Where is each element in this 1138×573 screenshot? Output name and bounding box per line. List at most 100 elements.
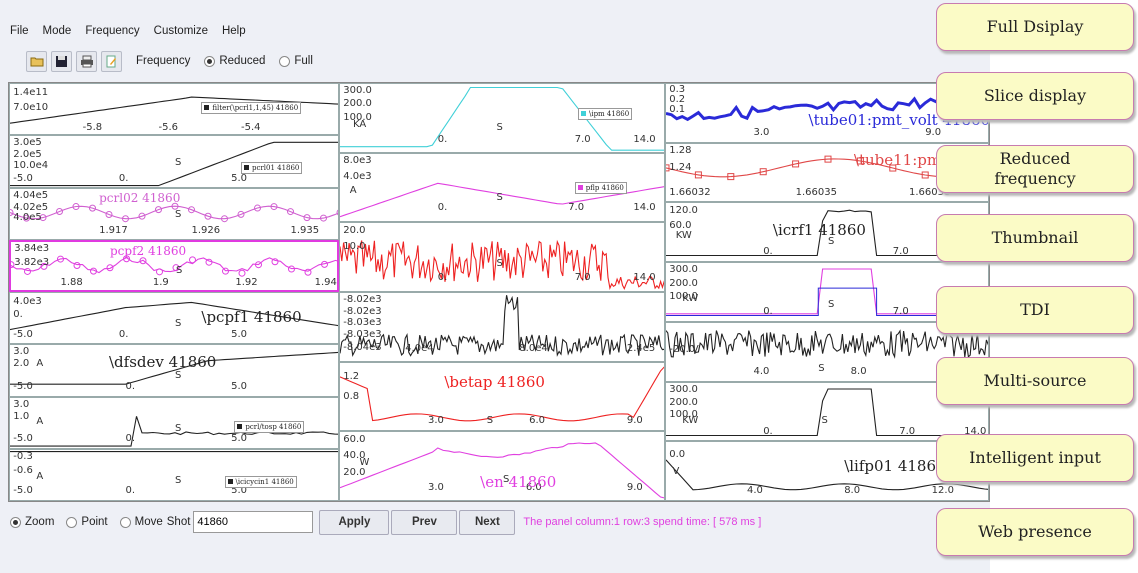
axis-tick-label: 300.0 xyxy=(669,264,698,276)
signal-panel[interactable]: -0.3 -0.6 -5.0 0. S 5.0 A \icicycin1 41860 xyxy=(9,448,339,501)
frequency-reduced-radio[interactable]: Reduced xyxy=(204,55,265,67)
waveform-plot xyxy=(10,352,338,386)
axis-tick-label: 40.0 xyxy=(343,449,366,461)
zoom-mode-radio[interactable]: Zoom xyxy=(10,516,54,528)
menu-file[interactable]: File xyxy=(10,25,29,37)
data-point-marker xyxy=(759,167,767,175)
data-point-marker xyxy=(205,258,213,266)
open-button[interactable] xyxy=(26,50,47,72)
axis-tick-label: 0. xyxy=(437,272,448,284)
axis-tick-label: 1.88 xyxy=(60,277,83,289)
signal-panel[interactable]: 60.0 40.0 20.0 3.0 6.0 9.0 S W \en 41860 xyxy=(339,431,665,501)
axis-tick-label: 8.0 xyxy=(850,365,867,377)
axis-tick-label: -0.3 xyxy=(13,450,33,462)
axis-tick-label: -0.6 xyxy=(13,465,33,477)
feature-callout-box: Slice display xyxy=(936,72,1134,120)
signal-trace xyxy=(10,301,338,331)
data-point-marker xyxy=(824,155,832,163)
signal-title: \tube11:pmt xyxy=(853,150,948,169)
data-point-marker xyxy=(188,205,195,213)
axis-tick-label: 2.0 xyxy=(13,358,30,370)
axis-tick-label: 8.0e4 xyxy=(519,343,548,355)
waveform-plot xyxy=(10,142,338,187)
axis-tick-label: 1.94 xyxy=(314,277,337,289)
signal-panel[interactable]: 0.0 V 4.0 8.0 12.0 \lifp01 4186 xyxy=(665,441,989,501)
legend-swatch xyxy=(237,424,243,429)
axis-tick-label: 4.0e3 xyxy=(13,295,42,307)
radio-dot xyxy=(66,516,78,528)
menu-mode[interactable]: Mode xyxy=(42,25,72,37)
waveform-plot xyxy=(10,415,338,447)
axis-tick-label: 300.0 xyxy=(669,383,698,395)
waveform-plot xyxy=(666,329,988,359)
data-point-marker xyxy=(666,164,670,172)
axis-tick-label: 6.0 xyxy=(529,414,545,426)
signal-trace xyxy=(10,352,338,386)
prev-button[interactable]: Prev xyxy=(391,509,458,535)
axis-tick-label: 100.0 xyxy=(669,409,698,421)
data-point-marker xyxy=(39,213,47,221)
signal-panel[interactable]: 1.28 1.24 1.66032 1.66035 1.66038 \tube11:pmt xyxy=(665,142,989,203)
signal-panel[interactable]: 300.0 200.0 100.0 KW 0. S 7.0 xyxy=(665,262,989,322)
signal-panel[interactable]: 120.0 60.0 KW 0. S 7.0 \icrf1 41860 xyxy=(665,202,989,263)
axis-tick-label: S xyxy=(175,422,182,434)
menu-customize[interactable]: Customize xyxy=(153,25,208,37)
axis-tick-label: 4.0 xyxy=(747,485,763,497)
move-mode-radio[interactable]: Move xyxy=(119,516,163,528)
menu-frequency[interactable]: Frequency xyxy=(85,25,140,37)
signal-trace xyxy=(666,459,988,491)
axis-tick-label: S xyxy=(828,236,835,248)
print-button[interactable] xyxy=(76,50,97,72)
signal-panel[interactable]: 20.0 10.0 0. S 7.0 14.0 xyxy=(339,222,665,292)
shot-number-input[interactable] xyxy=(193,511,314,533)
waveform-plot xyxy=(340,182,664,217)
axis-tick-label: V xyxy=(691,343,699,355)
signal-panel[interactable]: 0.3 0.2 0.1 3.0 9.0 \tube01:pmt_volt 41860 xyxy=(665,83,989,143)
next-button[interactable]: Next xyxy=(459,509,516,535)
frequency-full-radio[interactable]: Full xyxy=(279,55,313,67)
waveform-plot xyxy=(10,450,338,452)
edit-page-icon xyxy=(106,55,116,67)
data-point-marker xyxy=(321,260,328,268)
signal-panel[interactable]: -8.02e3 -8.02e3 -8.03e3 -8.03e3 -8.04e3 4.0e4… xyxy=(339,292,665,362)
axis-tick-label: -8.03e3 xyxy=(343,316,382,328)
axis-tick-label: 1.66038 xyxy=(909,186,951,198)
data-point-marker xyxy=(336,209,338,215)
axis-tick-label: KW xyxy=(682,415,699,427)
signal-panel[interactable]: 1.4e11 7.0e10 -5.8 -5.6 -5.4 filter(\pcrl1,1,… xyxy=(9,83,339,136)
signal-panel[interactable]: 8.0e3 4.0e3 A 0. S 7.0 14.0 pflp 41860 xyxy=(339,152,665,223)
axis-tick-label: 4.0e4 xyxy=(405,343,434,355)
bottom-control-bar: Zoom Point Move Shot Apply Prev Next The… xyxy=(0,508,990,536)
signal-panel[interactable]: 3.0e5 2.0e5 10.0e4 -5.0 0. S 5.0 pcrl01 41860 xyxy=(9,135,339,188)
edit-button[interactable] xyxy=(101,50,122,72)
signal-panel[interactable]: 3.0 2.0 -5.0 0. 5.0 S A \dfsdev 41860 xyxy=(9,344,339,397)
feature-callout-box: Full Dsiplay xyxy=(936,3,1134,51)
axis-tick-label: 20.0 xyxy=(343,467,366,479)
axis-tick-label: 1.28 xyxy=(669,144,692,156)
radio-dot xyxy=(204,55,216,67)
axis-tick-label: 0. xyxy=(13,308,23,320)
axis-tick-label: 1.926 xyxy=(191,225,221,237)
signal-panel[interactable]: 1.2 0.8 3.0 S 6.0 9.0 \betap 41860 xyxy=(339,361,665,432)
signal-panel[interactable]: 300.0 200.0 100.0 KA 0. S 7.0 14.0 \ipm 41860 xyxy=(339,83,665,153)
signal-title: \betap 41860 xyxy=(444,373,545,392)
save-button[interactable] xyxy=(51,50,72,72)
data-point-marker xyxy=(921,171,929,179)
signal-title: \en 41860 xyxy=(480,472,557,491)
signal-panel[interactable]: 4.0e3 0. -5.0 0. S 5.0 \pcpf1 41860 xyxy=(9,292,339,345)
point-mode-radio[interactable]: Point xyxy=(66,516,108,528)
radio-dot xyxy=(119,516,131,528)
signal-panel[interactable]: 300.0 200.0 100.0 KW 0. S 7.0 14.0 xyxy=(665,381,989,442)
signal-trace xyxy=(666,287,988,317)
menu-help[interactable]: Help xyxy=(221,25,246,37)
data-point-marker xyxy=(56,207,63,215)
data-point-marker xyxy=(122,214,129,222)
data-point-marker xyxy=(856,157,864,165)
axis-tick-label: A xyxy=(36,470,44,482)
axis-tick-label: -20.0 xyxy=(669,343,696,355)
axis-tick-label: -8.03e3 xyxy=(343,329,382,341)
apply-button[interactable]: Apply xyxy=(319,509,390,535)
